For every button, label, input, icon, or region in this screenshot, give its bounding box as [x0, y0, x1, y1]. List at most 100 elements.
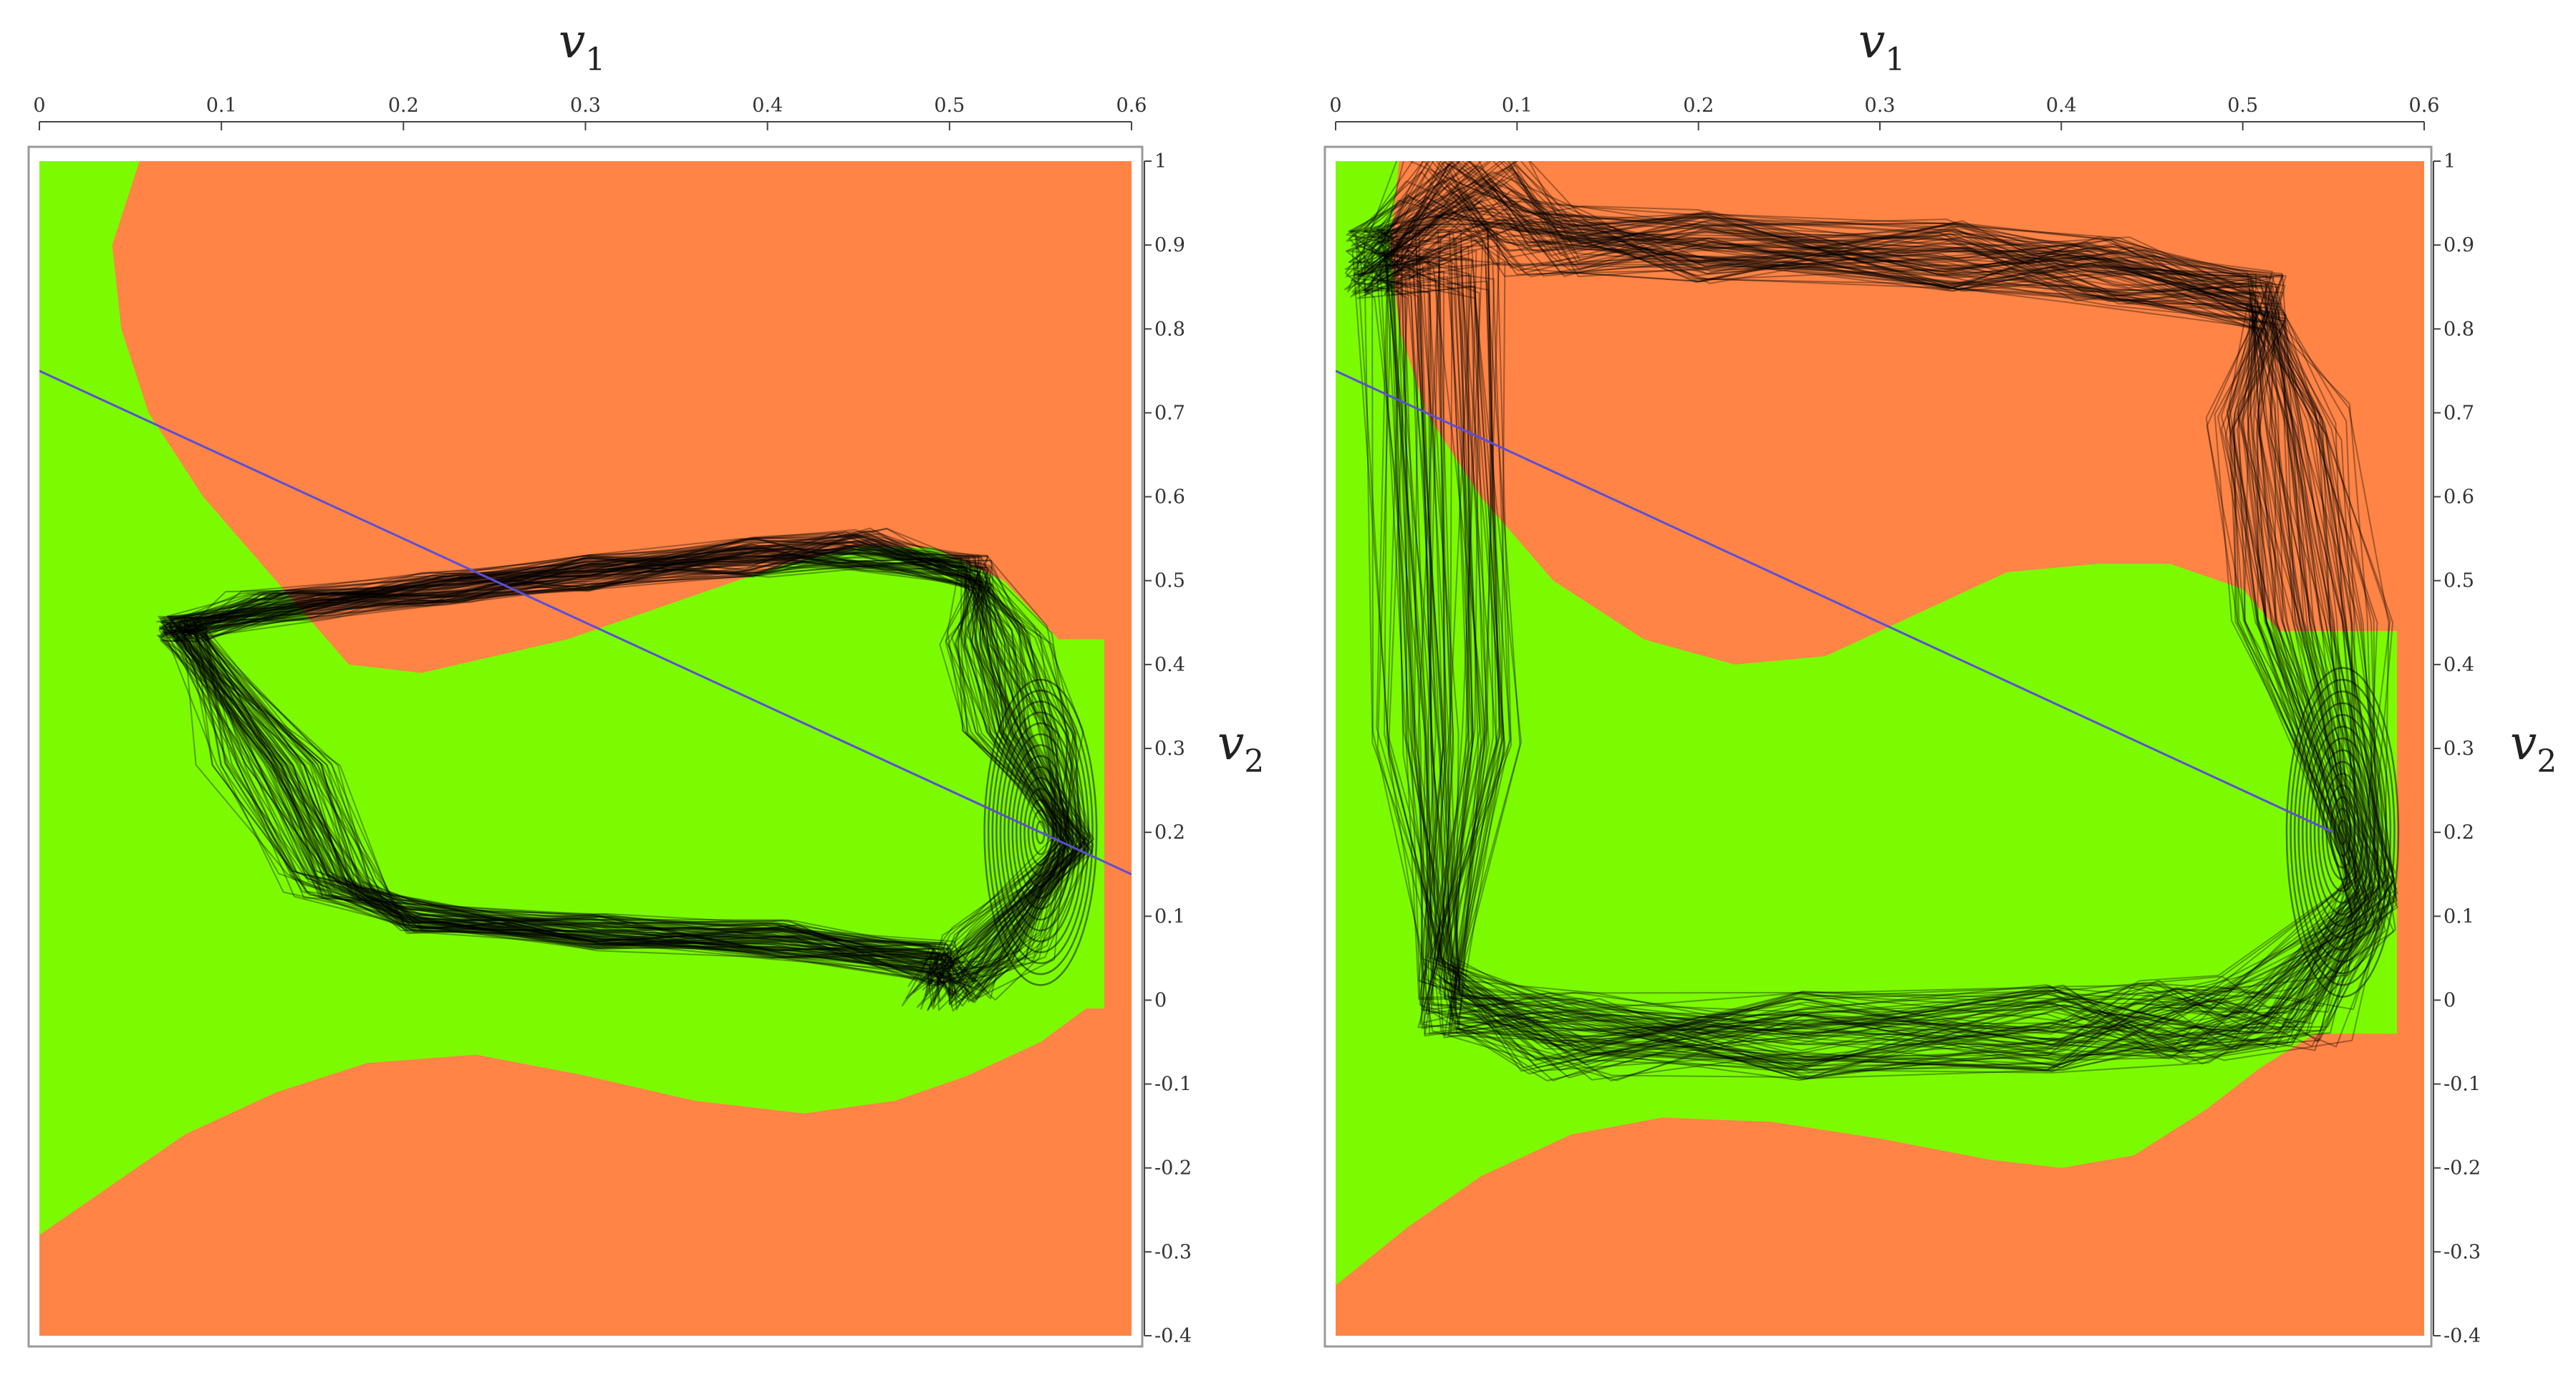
y-tick-label: 0.4 — [2444, 654, 2474, 676]
y-tick-label: 0.3 — [1154, 738, 1185, 760]
y-tick-label: 0 — [1154, 989, 1167, 1011]
trajectory — [158, 547, 1056, 1002]
trajectory — [180, 542, 1072, 996]
spiral-orbit — [2297, 702, 2388, 963]
trajectory — [181, 528, 1074, 987]
trajectory — [180, 544, 1080, 998]
spiral-orbit — [2290, 678, 2396, 986]
trajectory — [160, 536, 1089, 980]
trajectory — [161, 546, 1059, 970]
y-tick-label: -0.4 — [1154, 1325, 1192, 1347]
spiral-orbit — [2313, 749, 2372, 916]
spiral-orbit — [2305, 726, 2380, 939]
trajectory — [1363, 161, 2357, 1071]
trajectory — [169, 555, 1070, 970]
trajectory — [1348, 193, 2381, 1064]
trajectory — [1359, 199, 2355, 1071]
trajectory — [1386, 163, 2353, 1036]
trajectory — [187, 530, 1064, 1001]
trajectory — [1345, 163, 2363, 1056]
y-tick-label: 0.8 — [1154, 318, 1185, 340]
trajectory — [160, 555, 1089, 1005]
trajectory — [195, 540, 1074, 1006]
trajectory — [175, 558, 1082, 973]
y-tick-label: 0.3 — [2444, 738, 2474, 760]
spiral-orbit — [1016, 766, 1066, 899]
trajectory — [1366, 211, 2391, 1060]
orange-region-upper — [112, 161, 1132, 673]
x-tick-label: 0.6 — [1116, 95, 1147, 117]
y-tick-label: 0.9 — [2444, 234, 2474, 256]
trajectory — [1364, 161, 2396, 1070]
trajectory — [160, 546, 1061, 981]
trajectory — [163, 551, 1068, 985]
trajectory — [1359, 211, 2397, 1061]
x-tick-label: 0.2 — [1683, 95, 1714, 117]
trajectory — [176, 530, 1070, 983]
trajectory — [161, 555, 1094, 986]
trajectory — [1366, 197, 2361, 1070]
spiral-orbit — [2325, 784, 2360, 880]
spiral-orbit — [991, 700, 1090, 965]
trajectory — [1345, 223, 2380, 1061]
trajectory — [205, 554, 1089, 999]
trajectory — [173, 544, 1076, 997]
trajectory — [161, 544, 1074, 992]
trajectory — [193, 552, 1092, 978]
trajectory — [180, 547, 1091, 987]
y-tick-label: -0.1 — [1154, 1074, 1192, 1096]
y-tick-label: -0.2 — [1154, 1157, 1192, 1180]
spiral-orbit — [1011, 755, 1070, 910]
x-tick-label: 0.2 — [388, 95, 419, 117]
trajectory — [171, 557, 1076, 1001]
plot-frame — [27, 145, 1144, 1348]
spiral-orbit — [995, 711, 1086, 953]
trajectory — [175, 543, 1081, 1003]
trajectory — [1381, 191, 2386, 1064]
trajectory — [166, 549, 1082, 983]
x-tick-label: 0.4 — [752, 95, 783, 117]
trajectory — [184, 538, 1055, 1002]
trajectory — [156, 558, 1077, 980]
y-tick-label: 1 — [1154, 150, 1167, 173]
x-tick-label: 0.1 — [1502, 95, 1533, 117]
y-tick-label: -0.4 — [2444, 1325, 2481, 1347]
trajectory — [163, 539, 1094, 976]
trajectory — [1376, 161, 2397, 1041]
spiral-orbit — [1019, 776, 1062, 888]
trajectory — [1354, 161, 2398, 1046]
y-tick-label: 0.1 — [1154, 905, 1185, 927]
x-tick-label: 0.4 — [2046, 95, 2077, 117]
spiral-orbit — [1031, 809, 1050, 855]
trajectory — [192, 547, 1083, 993]
x-tick-label: 0.5 — [2227, 95, 2258, 117]
trajectory — [1379, 218, 2380, 1036]
x-axis-title: v1 — [559, 14, 605, 78]
trajectory — [1357, 195, 2363, 1051]
y-tick-label: 0.1 — [2444, 905, 2474, 927]
x-tick-label: 0 — [1329, 95, 1341, 117]
x-tick-label: 0.5 — [934, 95, 965, 117]
spiral-orbit — [1007, 744, 1074, 921]
orange-region-lower — [1336, 1033, 2424, 1336]
trajectory — [1344, 161, 2353, 1049]
attractor-trajectories — [156, 527, 1098, 1012]
trajectory — [1377, 161, 2375, 1069]
trajectory — [1361, 200, 2380, 1061]
trajectory — [1362, 161, 2349, 1037]
trajectory — [1380, 185, 2370, 1072]
spiral-orbit — [2285, 667, 2400, 998]
x-tick-label: 0.6 — [2409, 95, 2440, 117]
trajectory — [1369, 161, 2351, 1071]
x-tick-label: 0 — [33, 95, 45, 117]
trajectory — [1374, 176, 2396, 1069]
trajectory — [171, 549, 1078, 1007]
trajectory — [1372, 196, 2361, 1057]
trajectory — [163, 533, 1072, 1010]
trajectory — [1354, 164, 2394, 1052]
y-tick-label: 0.6 — [1154, 486, 1185, 509]
trajectory — [1364, 180, 2375, 1072]
trajectory — [1384, 161, 2395, 1052]
trajectory — [168, 559, 1079, 1002]
trajectory — [1355, 171, 2359, 1067]
